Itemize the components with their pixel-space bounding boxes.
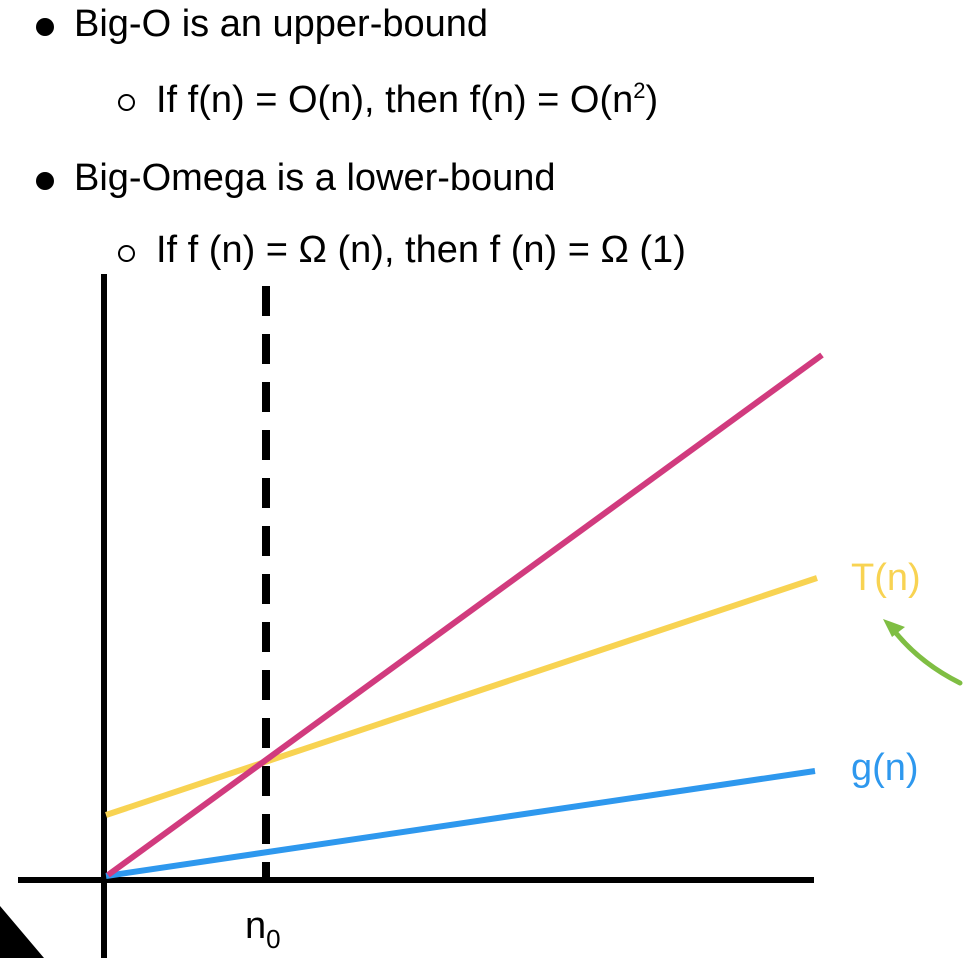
sub-bullet-big-o-text: If f(n) = O(n), then f(n) = O(n: [156, 79, 634, 121]
sub-bullet-ring: [118, 245, 135, 262]
g-n-label: g(n): [851, 747, 919, 789]
bullet-dot: [36, 18, 54, 36]
sub-bullet-big-o-suffix: ): [645, 79, 659, 121]
sub-bullet-big-o: If f(n) = O(n), then f(n) = O(n2): [156, 78, 658, 122]
bullet-big-o: Big-O is an upper-bound: [74, 3, 489, 45]
superscript-2: 2: [633, 78, 646, 103]
sub-bullet-big-omega: If f (n) = Ω (n), then f (n) = Ω (1): [156, 229, 686, 271]
sub-bullet-ring: [118, 94, 135, 111]
bullet-big-omega: Big-Omega is a lower-bound: [74, 157, 556, 199]
green-curved-arrow: [889, 625, 963, 686]
n0-base: n: [245, 905, 266, 947]
upper-bound-line: [106, 352, 824, 878]
corner-triangle: [0, 906, 44, 958]
bullet-dot: [36, 172, 54, 190]
g-n-line: [105, 768, 816, 879]
green-arrowhead: [883, 619, 905, 637]
t-n-line: [105, 575, 818, 818]
n0-label: n0: [245, 905, 281, 954]
n0-subscript: 0: [266, 924, 280, 954]
t-n-label: T(n): [851, 557, 921, 599]
